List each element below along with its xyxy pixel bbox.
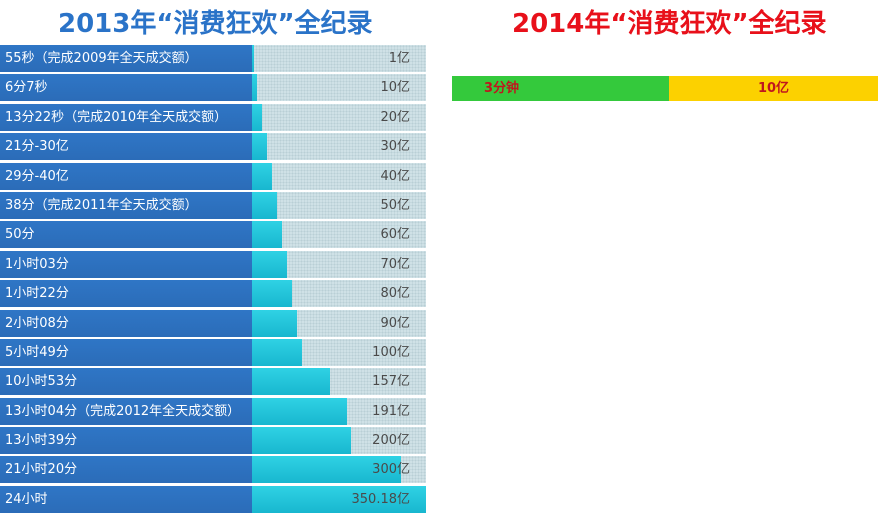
chart-row: 10小时53分 157亿 xyxy=(0,368,426,396)
bar xyxy=(252,103,262,131)
bar xyxy=(252,485,426,513)
row-time-label: 5小时49分 xyxy=(0,338,252,366)
row-time-label: 1小时03分 xyxy=(0,250,252,278)
bar xyxy=(252,45,254,72)
row-time-label: 21小时20分 xyxy=(0,456,252,484)
row-time-label: 38分（完成2011年全天成交额） xyxy=(0,191,252,219)
bar xyxy=(252,456,402,484)
chart-title-2014: 2014年“消费狂欢”全纪录 xyxy=(512,9,827,39)
chart-row: 55秒（完成2009年全天成交额） 1亿 xyxy=(0,45,426,72)
row-time-label: 2小时08分 xyxy=(0,309,252,337)
row-time-label: 21分-30亿 xyxy=(0,133,252,161)
bar-value-label: 20亿 xyxy=(380,109,410,125)
bar xyxy=(252,368,330,396)
chart-2013-bars: 55秒（完成2009年全天成交额） 1亿 6分7秒 10亿 13分22秒（完成2010年… xyxy=(0,45,426,515)
bar xyxy=(252,74,257,102)
bar xyxy=(252,250,287,278)
row-time-label: 55秒（完成2009年全天成交额） xyxy=(0,45,252,72)
row-time-label: 10小时53分 xyxy=(0,368,252,396)
row-time-label: 13小时04分（完成2012年全天成交额） xyxy=(0,397,252,425)
chart-row: 1小时22分 80亿 xyxy=(0,280,426,308)
bar-value-label: 300亿 xyxy=(372,462,410,478)
row-time-label: 29分-40亿 xyxy=(0,162,252,190)
row-time-label: 1小时22分 xyxy=(0,280,252,308)
row-time-label: 6分7秒 xyxy=(0,74,252,102)
chart-row: 13分22秒（完成2010年全天成交额） 20亿 xyxy=(0,103,426,131)
bar-value-label: 40亿 xyxy=(380,168,410,184)
bar-value-label: 1亿 xyxy=(388,51,410,66)
bar-value-label: 200亿 xyxy=(372,433,410,449)
chart-2014-bar: 3分钟 10亿 xyxy=(452,76,878,101)
chart-row: 13小时04分（完成2012年全天成交额） 191亿 xyxy=(0,397,426,425)
chart-title-2013: 2013年“消费狂欢”全纪录 xyxy=(58,9,373,39)
bar-value-label: 60亿 xyxy=(380,227,410,243)
chart-row: 5小时49分 100亿 xyxy=(0,338,426,366)
bar xyxy=(252,427,352,455)
chart-row: 6分7秒 10亿 xyxy=(0,74,426,102)
bar-value-label: 157亿 xyxy=(372,374,410,390)
row-time-label: 13小时39分 xyxy=(0,427,252,455)
chart-row: 38分（完成2011年全天成交额） 50亿 xyxy=(0,191,426,219)
bar-value-label: 191亿 xyxy=(372,403,410,419)
chart-row: 21小时20分 300亿 xyxy=(0,456,426,484)
bar xyxy=(252,162,272,190)
bar-value-label: 100亿 xyxy=(372,344,410,360)
bar-value-label: 30亿 xyxy=(380,139,410,155)
bar-value-label: 10亿 xyxy=(380,80,410,96)
row-time-label: 13分22秒（完成2010年全天成交额） xyxy=(0,103,252,131)
bar xyxy=(252,280,292,308)
chart-row: 13小时39分 200亿 xyxy=(0,427,426,455)
chart-row: 24小时 350.18亿 xyxy=(0,485,426,513)
bar xyxy=(252,221,282,249)
bar-value-label: 80亿 xyxy=(380,286,410,302)
bar-value-label: 90亿 xyxy=(380,315,410,331)
bar xyxy=(252,191,277,219)
chart-row: 1小时03分 70亿 xyxy=(0,250,426,278)
bar xyxy=(252,397,347,425)
bar xyxy=(252,309,297,337)
chart-row: 2小时08分 90亿 xyxy=(0,309,426,337)
bar xyxy=(252,338,302,366)
row-time-label: 24小时 xyxy=(0,485,252,513)
bar-value-label: 50亿 xyxy=(380,197,410,213)
chart-row: 29分-40亿 40亿 xyxy=(0,162,426,190)
bar xyxy=(252,133,267,161)
bar-value-label: 350.18亿 xyxy=(351,491,411,507)
row-time-label: 50分 xyxy=(0,221,252,249)
chart-row: 50分 60亿 xyxy=(0,221,426,249)
bar-2014-amount-segment: 10亿 xyxy=(669,76,878,101)
chart-row: 21分-30亿 30亿 xyxy=(0,133,426,161)
bar-value-label: 70亿 xyxy=(380,256,410,272)
bar-2014-time-segment: 3分钟 xyxy=(452,76,669,101)
